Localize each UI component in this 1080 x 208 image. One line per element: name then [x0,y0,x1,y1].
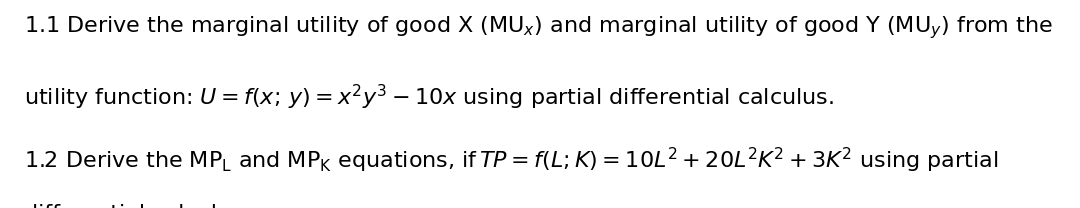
Text: 1.2 Derive the MP$_{\mathrm{L}}$ and MP$_{\mathrm{K}}$ equations, if$\,TP = f(L;: 1.2 Derive the MP$_{\mathrm{L}}$ and MP$… [24,146,998,175]
Text: differential calculus.: differential calculus. [24,204,249,208]
Text: 1.1 Derive the marginal utility of good X (MU$_{x}$) and marginal utility of goo: 1.1 Derive the marginal utility of good … [24,15,1053,41]
Text: utility function: $U = f(x;\, y) = x^2y^3 - 10x$ using partial differential calc: utility function: $U = f(x;\, y) = x^2y^… [24,83,834,112]
